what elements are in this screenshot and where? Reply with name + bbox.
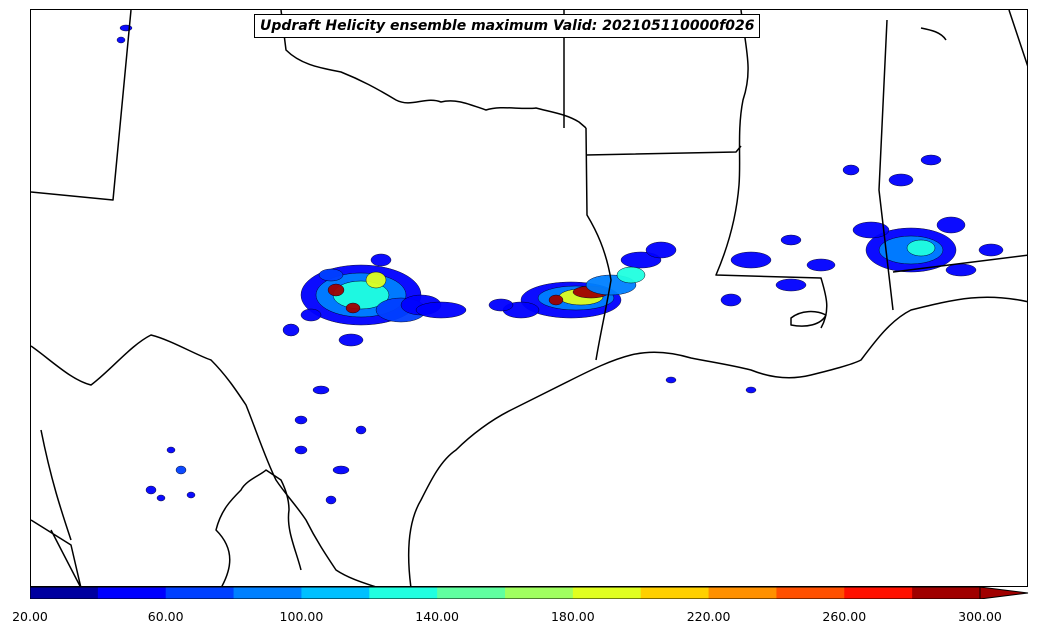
helicity-cell [145,485,157,495]
colorbar-tick-label: 260.00 [822,609,867,624]
colorbar-segment [97,587,167,599]
helicity-cell [282,323,300,337]
helicity-cell [312,385,330,395]
helicity-cell [920,154,942,166]
helicity-cell [175,465,187,475]
helicity-cell [294,445,308,455]
colorbar-segment [844,587,913,599]
colorbar-segment [165,587,235,599]
helicity-cell [488,298,514,312]
helicity-cell [665,376,677,384]
colorbar-segment [369,587,438,599]
helicity-cell [415,301,467,319]
helicity-cell [332,465,350,475]
colorbar-extend-arrow [979,587,1029,599]
colorbar-segment [437,587,506,599]
helicity-cell [745,386,757,394]
helicity-cell [645,241,677,259]
border-nm-co [31,10,132,201]
border-al-ga [1008,10,1027,67]
helicity-cell [156,494,166,502]
colorbar-tick-label: 300.00 [958,609,1002,624]
colorbar-tick-label: 100.00 [279,609,324,624]
helicity-cell [355,425,367,435]
colorbar-segment [640,587,710,599]
border-ok-tx-red-river [280,10,587,129]
colorbar-segment [572,587,642,599]
colorbar-border [30,587,981,599]
helicity-cell [616,266,646,284]
helicity-cell [775,278,807,292]
colorbar-tick-label: 180.00 [550,609,595,624]
colorbar-segment [30,587,99,599]
border-al-fl [892,254,1027,273]
helicity-cell [888,173,914,187]
colorbar-segment [776,587,845,599]
map-panel [30,9,1028,587]
border-rio-grande [31,334,376,586]
helicity-cell [906,239,936,257]
border-mx-states [31,429,302,586]
colorbar-segment [301,587,370,599]
helicity-cell [842,164,860,176]
colorbar-segments [30,587,1029,599]
helicity-cell [780,234,802,246]
border-ms-al [878,19,894,311]
colorbar-tick-label: 140.00 [415,609,460,624]
helicity-cell [365,271,387,289]
helicity-cell [300,308,322,322]
coastline-gulf [407,296,1027,586]
helicity-cell [186,491,196,499]
helicity-cell [720,293,742,307]
map-canvas [31,10,1027,586]
helicity-cell [978,243,1004,257]
helicity-cell [294,415,308,425]
helicity-cell [806,258,836,272]
helicity-cell [327,283,345,297]
helicity-cell [852,221,890,239]
helicity-cell [338,333,364,347]
colorbar [30,587,1029,599]
helicity-cell [318,268,344,282]
helicity-cell [936,216,966,234]
map-title: Updraft Helicity ensemble maximum Valid:… [254,14,761,38]
helicity-cell [730,251,772,269]
helicity-cell [345,302,361,314]
border-tx-ar-la [585,127,612,361]
colorbar-tick-label: 20.00 [12,609,48,624]
helicity-cell [116,36,126,44]
helicity-cell [945,263,977,277]
helicity-cell [325,495,337,505]
helicity-contours [116,24,1004,505]
helicity-cell [370,253,392,267]
helicity-cell [166,446,176,454]
colorbar-segment [233,587,302,599]
colorbar-segment [505,587,574,599]
colorbar-segment [708,587,777,599]
boundaries [31,10,1027,586]
lake-top [920,27,947,41]
border-ar [585,145,742,156]
colorbar-tick-label: 220.00 [686,609,731,624]
helicity-cell [548,294,564,306]
lake-pontchartrain [790,310,827,327]
river-mississippi [715,10,828,329]
colorbar-segment [912,587,981,599]
colorbar-tick-label: 60.00 [147,609,184,624]
